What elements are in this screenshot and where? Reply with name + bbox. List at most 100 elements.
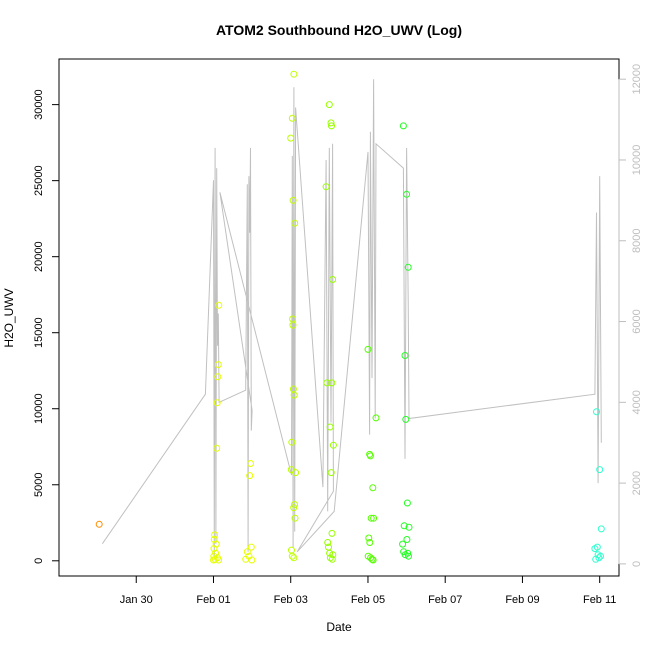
data-point: [214, 373, 222, 381]
data-point: [290, 70, 298, 78]
y-tick-label: 25000: [33, 165, 45, 196]
data-point: [291, 501, 298, 508]
data-point: [211, 531, 219, 539]
data-point: [327, 119, 335, 127]
data-point: [288, 438, 296, 446]
data-point: [212, 540, 220, 548]
data-point: [324, 539, 332, 546]
data-point: [327, 469, 335, 477]
data-point: [323, 379, 331, 387]
data-point: [367, 514, 375, 522]
data-point: [372, 414, 380, 422]
y-axis: 0 5000 10000 15000 20000 25000 30000: [33, 89, 60, 564]
data-point: [401, 551, 409, 559]
data-point: [364, 345, 372, 353]
data-point: [593, 543, 601, 551]
y2-tick-label: 8000: [631, 229, 643, 253]
data-point: [400, 522, 408, 530]
y-tick-label: 30000: [33, 89, 45, 120]
y-tick-label: 15000: [33, 317, 45, 348]
y2-axis: 0 2000 4000 6000 8000 10000 12000: [618, 64, 643, 567]
x-tick-label: Feb 07: [428, 594, 462, 606]
data-point: [328, 122, 335, 130]
data-point: [213, 399, 221, 407]
data-point: [366, 539, 374, 546]
data-point: [365, 534, 373, 542]
data-point: [404, 263, 412, 271]
data-point: [288, 552, 296, 560]
data-point: [212, 549, 220, 557]
data-point: [215, 556, 223, 564]
data-point: [95, 520, 103, 528]
data-point: [287, 134, 295, 142]
data-point: [369, 484, 377, 492]
y-tick-label: 0: [33, 558, 45, 564]
data-point: [368, 555, 376, 563]
data-point: [289, 321, 297, 329]
data-point: [328, 379, 336, 387]
data-point: [399, 122, 407, 130]
data-point: [403, 536, 411, 543]
y-tick-label: 20000: [33, 241, 45, 272]
data-point: [288, 114, 296, 122]
data-point: [403, 190, 411, 198]
x-tick-label: Feb 09: [505, 594, 539, 606]
data-point: [328, 555, 336, 563]
data-point: [592, 555, 600, 563]
data-point: [247, 543, 255, 551]
data-point: [290, 504, 298, 512]
line-layer: [101, 79, 602, 556]
data-point: [288, 546, 295, 554]
data-point: [405, 523, 413, 531]
data-point: [402, 415, 410, 423]
point-layer: [95, 70, 605, 564]
data-point: [247, 460, 254, 467]
chart-title: ATOM2 Southbound H2O_UWV (Log): [216, 22, 462, 38]
data-point: [329, 441, 337, 449]
y2-tick-label: 0: [631, 561, 643, 567]
data-point: [246, 472, 254, 480]
x-tick-label: Feb 03: [274, 594, 308, 606]
data-point: [401, 352, 409, 359]
data-point: [243, 548, 251, 556]
data-point: [289, 196, 297, 204]
data-point: [291, 219, 299, 227]
data-point: [366, 452, 374, 460]
data-point: [399, 540, 407, 548]
x-axis-label: Date: [326, 620, 352, 634]
y2-tick-label: 10000: [631, 145, 643, 176]
y2-tick-label: 4000: [631, 390, 643, 414]
data-point: [290, 391, 298, 399]
y-tick-label: 10000: [33, 393, 45, 424]
data-point: [370, 514, 378, 522]
data-point: [403, 499, 411, 507]
data-point: [291, 514, 299, 522]
data-point: [214, 361, 222, 369]
x-tick-label: Feb 01: [196, 594, 230, 606]
x-tick-label: Jan 30: [120, 594, 153, 606]
data-point: [596, 466, 604, 474]
data-point: [326, 423, 334, 431]
data-point: [322, 183, 330, 191]
y-axis-label: H2O_UWV: [2, 288, 16, 347]
data-point: [325, 101, 333, 109]
data-point: [326, 554, 334, 562]
data-point: [326, 549, 334, 557]
x-tick-label: Feb 11: [583, 594, 616, 606]
data-point: [215, 301, 223, 309]
data-point: [597, 525, 605, 533]
y-tick-label: 5000: [33, 473, 45, 497]
data-point: [597, 552, 604, 560]
y2-tick-label: 6000: [631, 309, 643, 333]
data-point: [248, 556, 256, 564]
x-tick-label: Feb 05: [351, 594, 385, 606]
data-point: [213, 444, 221, 452]
data-point: [292, 469, 300, 477]
data-point: [329, 276, 337, 283]
data-point: [595, 554, 603, 562]
data-point: [593, 408, 600, 416]
plot-frame: [58, 58, 620, 577]
y2-tick-label: 2000: [631, 471, 643, 495]
data-point: [369, 556, 377, 564]
